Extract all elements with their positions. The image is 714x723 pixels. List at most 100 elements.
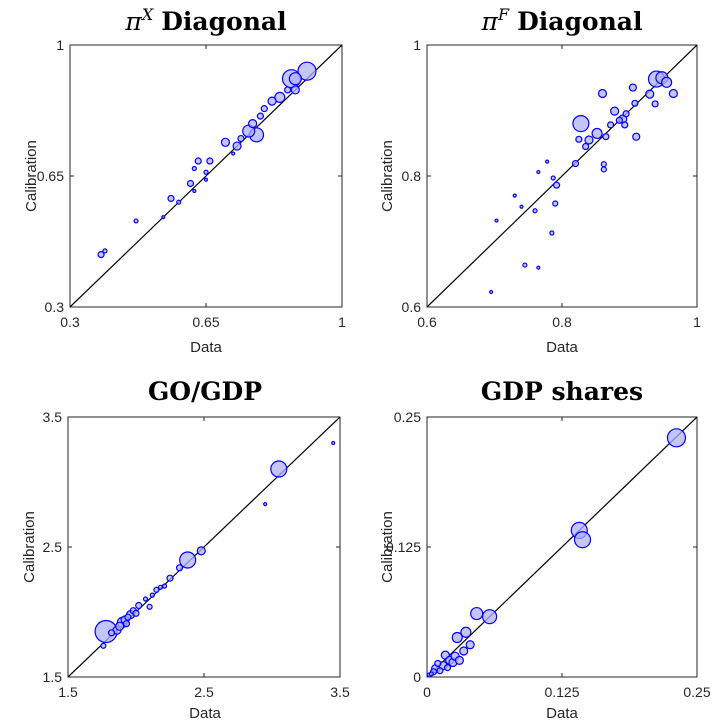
data-point	[661, 76, 673, 88]
data-point	[610, 106, 620, 116]
data-point	[584, 135, 594, 145]
data-point	[153, 586, 160, 594]
data-point	[582, 142, 590, 151]
x-tick-label: 0.25	[683, 684, 710, 700]
data-point	[196, 546, 206, 556]
data-point	[631, 99, 639, 107]
data-point	[552, 200, 559, 207]
y-tick-label: 0.8	[402, 168, 422, 184]
data-point	[428, 671, 434, 677]
data-point	[600, 161, 607, 168]
y-tick-label: 0.65	[37, 168, 64, 184]
data-point	[470, 606, 484, 621]
x-tick-label: 3.5	[330, 684, 350, 700]
data-point	[256, 112, 264, 120]
data-point	[454, 655, 464, 665]
panel-title: πX Diagonal	[124, 5, 286, 36]
data-point	[102, 248, 108, 254]
x-axis-label: Data	[189, 705, 221, 722]
data-point	[175, 564, 184, 572]
data-point	[536, 169, 541, 175]
y-axis-label: Calibration	[379, 511, 396, 583]
data-point	[267, 96, 277, 106]
data-point	[602, 133, 610, 141]
y-tick-label: 0	[413, 669, 421, 685]
data-point	[571, 159, 580, 168]
data-point	[622, 110, 630, 118]
data-point	[522, 262, 528, 268]
data-point	[115, 621, 125, 631]
data-point	[107, 629, 116, 637]
y-axis-label: Calibration	[21, 511, 38, 583]
data-point	[146, 603, 153, 610]
data-point	[176, 199, 182, 205]
x-tick-label: 1.5	[58, 684, 78, 700]
diagonal-line	[427, 45, 697, 307]
data-point	[157, 584, 164, 590]
data-point	[232, 141, 242, 151]
data-point	[167, 194, 175, 203]
data-point	[133, 218, 139, 224]
data-point	[166, 574, 174, 582]
data-point	[512, 193, 517, 198]
panel-title: GO/GDP	[148, 377, 262, 406]
data-point	[161, 583, 168, 589]
x-tick-label: 0.65	[192, 314, 219, 330]
x-axis-label: Data	[546, 339, 578, 356]
panel-pi-x-diagonal: πX Diagonal 0.3 0.65 1 0.3 0.65 1 Data Calibra…	[23, 5, 346, 356]
data-point	[621, 121, 629, 129]
x-axis-label: Data	[190, 339, 222, 356]
data-point	[248, 118, 258, 129]
data-point	[597, 88, 608, 99]
data-point	[572, 114, 590, 133]
y-axis-label: Calibration	[23, 140, 40, 212]
data-point	[206, 157, 214, 165]
y-tick-label: 0.25	[394, 409, 421, 425]
data-point	[489, 289, 494, 295]
data-point	[651, 100, 659, 108]
data-point	[443, 664, 452, 672]
data-point	[132, 609, 140, 617]
data-point	[668, 88, 678, 99]
data-point	[532, 208, 538, 214]
data-point	[460, 626, 472, 638]
data-point	[124, 613, 132, 621]
y-tick-label: 3.5	[43, 409, 63, 425]
data-point	[600, 166, 607, 173]
panel-title: GDP shares	[481, 377, 643, 406]
data-point	[465, 640, 475, 650]
data-point	[203, 177, 209, 182]
x-tick-label: 2.5	[194, 684, 214, 700]
data-point	[573, 531, 592, 549]
diagonal-line	[427, 417, 697, 677]
y-tick-label: 1	[56, 37, 64, 53]
data-point	[451, 631, 463, 644]
data-point	[606, 121, 615, 129]
data-point	[591, 127, 603, 140]
y-axis-label: Calibration	[379, 140, 396, 212]
data-point	[191, 165, 197, 172]
data-point	[179, 551, 197, 569]
data-point	[645, 89, 655, 99]
y-tick-label: 2.5	[43, 539, 63, 555]
data-point	[220, 137, 231, 147]
data-point	[142, 596, 149, 602]
panel-gdp-shares: GDP shares 0 0.125 0.25 0 0.125 0.25 Data Cal…	[379, 377, 711, 722]
x-tick-label: 1	[693, 314, 701, 330]
data-point	[552, 181, 561, 189]
panel-title: πF Diagonal	[481, 5, 643, 36]
x-tick-label: 0	[423, 684, 431, 700]
data-point	[97, 251, 105, 259]
data-point	[270, 460, 288, 478]
data-point	[519, 204, 524, 209]
data-point	[100, 642, 107, 649]
data-point	[545, 159, 550, 164]
data-point	[284, 86, 292, 94]
data-point	[549, 230, 555, 236]
data-point	[615, 116, 623, 124]
data-point	[194, 157, 202, 165]
data-point	[288, 72, 302, 86]
x-tick-label: 0.8	[552, 314, 572, 330]
data-point	[632, 132, 641, 141]
